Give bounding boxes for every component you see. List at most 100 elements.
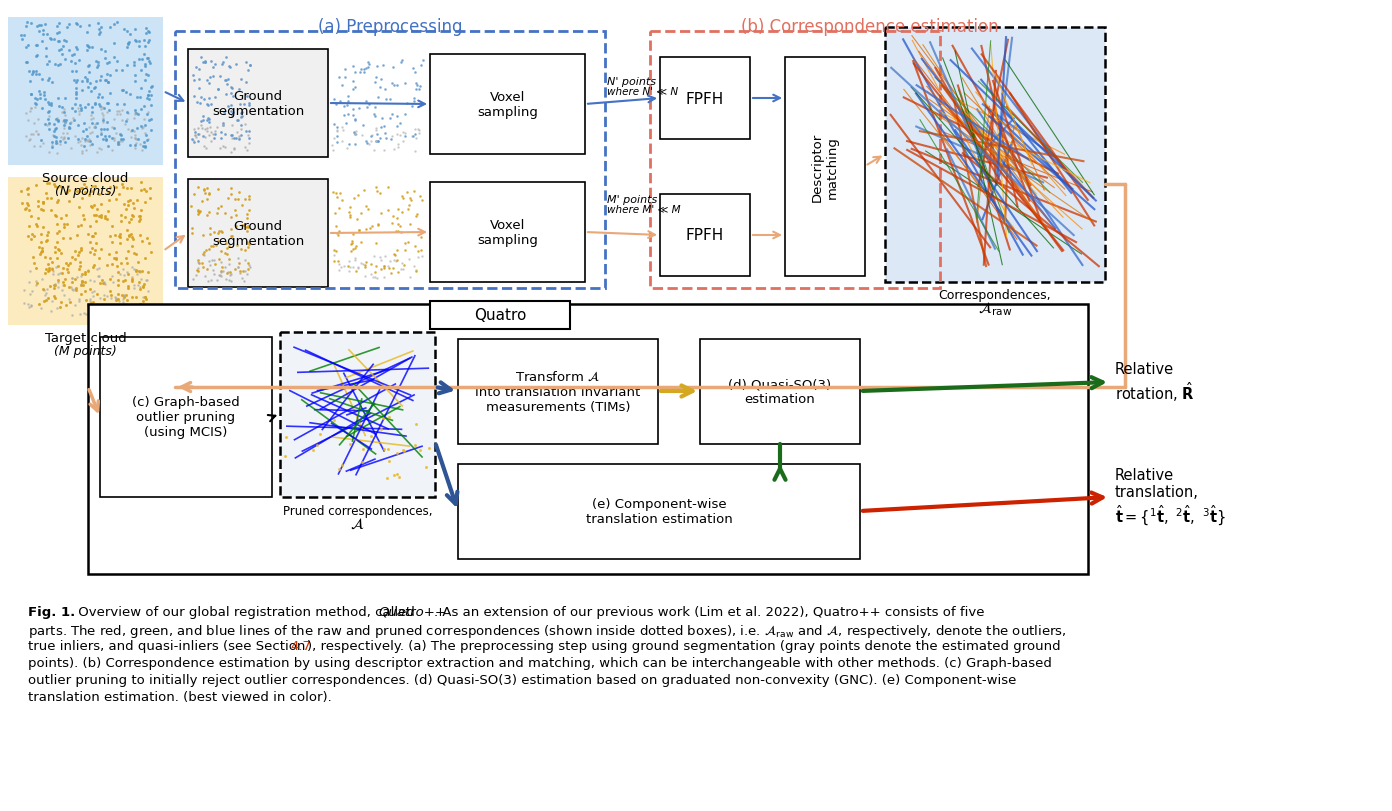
Point: [195, 122, 217, 135]
Point: [235, 225, 258, 238]
Point: [18, 289, 40, 302]
Point: [386, 468, 408, 481]
Text: 4.7: 4.7: [290, 639, 310, 652]
Point: [39, 118, 61, 131]
Text: where N' ≪ N: where N' ≪ N: [607, 87, 678, 97]
Point: [86, 62, 109, 75]
Point: [212, 118, 234, 131]
Point: [128, 265, 150, 278]
Point: [121, 274, 143, 287]
Point: [22, 117, 45, 130]
Point: [84, 83, 106, 96]
Point: [68, 293, 90, 306]
Point: [235, 57, 258, 70]
Point: [234, 265, 256, 278]
Point: [202, 255, 224, 268]
Point: [334, 71, 356, 84]
Point: [402, 131, 425, 144]
Point: [226, 58, 248, 71]
Point: [237, 144, 259, 157]
Point: [19, 75, 42, 88]
Point: [195, 143, 217, 156]
Point: [125, 265, 148, 278]
Point: [232, 265, 255, 278]
Point: [46, 195, 68, 208]
Point: [97, 57, 120, 70]
Point: [228, 99, 251, 112]
Point: [237, 129, 259, 142]
Point: [74, 133, 96, 146]
Text: where M' ≪ M: where M' ≪ M: [607, 204, 681, 215]
Point: [102, 277, 124, 290]
Point: [106, 55, 128, 68]
Point: [191, 115, 213, 128]
Point: [210, 58, 232, 71]
Point: [33, 289, 56, 302]
Point: [192, 93, 214, 106]
Point: [35, 229, 57, 242]
Point: [214, 75, 237, 88]
Point: [363, 266, 386, 279]
Point: [220, 223, 242, 236]
Point: [97, 141, 120, 154]
Point: [47, 244, 70, 257]
Point: [36, 75, 58, 88]
Point: [81, 180, 103, 193]
Point: [136, 107, 159, 120]
Point: [365, 77, 387, 90]
Point: [374, 94, 397, 107]
Point: [221, 230, 244, 243]
Point: [39, 192, 61, 205]
Point: [118, 36, 141, 49]
Point: [85, 215, 107, 228]
Point: [102, 133, 124, 146]
Point: [97, 76, 120, 89]
Point: [125, 91, 148, 104]
Point: [237, 220, 259, 233]
Point: [58, 233, 81, 246]
Point: [338, 207, 361, 220]
Point: [135, 41, 157, 54]
Point: [192, 56, 214, 69]
Point: [359, 222, 381, 235]
Point: [40, 100, 63, 113]
Point: [327, 255, 349, 268]
Point: [135, 274, 157, 287]
Point: [323, 255, 345, 268]
Point: [124, 279, 146, 292]
Point: [217, 241, 239, 254]
Point: [72, 307, 95, 320]
Point: [95, 75, 117, 88]
Point: [373, 127, 395, 140]
Point: [345, 128, 367, 141]
Point: [220, 268, 242, 281]
Point: [117, 114, 139, 127]
Point: [35, 263, 57, 276]
Point: [120, 28, 142, 41]
Point: [46, 131, 68, 144]
Point: [377, 182, 400, 195]
Point: [181, 134, 203, 147]
Point: [33, 295, 56, 308]
Point: [193, 56, 216, 69]
Bar: [430, 182, 585, 283]
Point: [191, 110, 213, 123]
Point: [125, 36, 148, 49]
Point: [326, 121, 348, 134]
Point: [117, 37, 139, 50]
Bar: [8, 18, 163, 165]
Point: [386, 110, 408, 123]
Point: [228, 133, 251, 146]
Point: [409, 244, 432, 257]
Point: [220, 88, 242, 101]
Point: [129, 301, 152, 314]
Point: [71, 276, 93, 289]
Point: [32, 24, 54, 37]
Point: [92, 303, 114, 316]
Point: [122, 264, 145, 277]
Point: [113, 181, 135, 194]
Point: [238, 97, 260, 110]
Point: [67, 43, 89, 56]
Point: [25, 40, 47, 53]
Point: [135, 27, 157, 40]
